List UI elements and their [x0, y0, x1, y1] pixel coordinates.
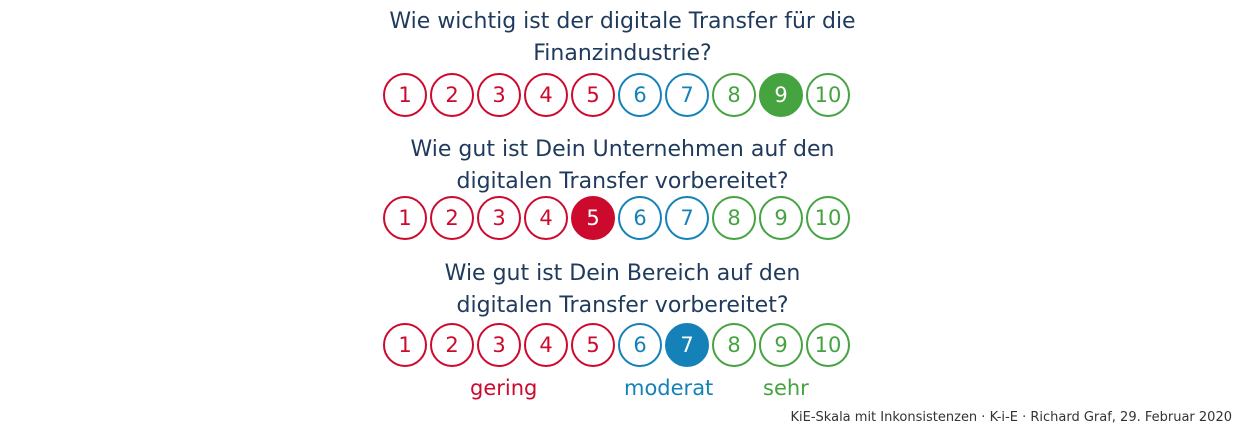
- rating-option-10[interactable]: 10: [806, 196, 850, 240]
- rating-option-6[interactable]: 6: [618, 73, 662, 117]
- question-1-line-2: Finanzindustrie?: [533, 41, 712, 66]
- question-2: Wie gut ist Dein Unternehmen auf den dig…: [0, 134, 1245, 198]
- rating-option-7[interactable]: 7: [665, 73, 709, 117]
- rating-option-9[interactable]: 9: [759, 73, 803, 117]
- rating-option-8[interactable]: 8: [712, 196, 756, 240]
- rating-option-8[interactable]: 8: [712, 323, 756, 367]
- rating-scale-3: 1 2 3 4 5 6 7 8 9 10: [383, 323, 853, 371]
- rating-option-9[interactable]: 9: [759, 323, 803, 367]
- rating-option-4[interactable]: 4: [524, 73, 568, 117]
- rating-option-10[interactable]: 10: [806, 73, 850, 117]
- rating-option-1[interactable]: 1: [383, 323, 427, 367]
- rating-option-5[interactable]: 5: [571, 196, 615, 240]
- rating-option-7[interactable]: 7: [665, 323, 709, 367]
- rating-option-10[interactable]: 10: [806, 323, 850, 367]
- question-3-line-1: Wie gut ist Dein Bereich auf den: [444, 261, 801, 286]
- rating-option-8[interactable]: 8: [712, 73, 756, 117]
- rating-option-3[interactable]: 3: [477, 323, 521, 367]
- legend-mid-label: moderat: [624, 376, 714, 400]
- rating-option-2[interactable]: 2: [430, 196, 474, 240]
- question-3: Wie gut ist Dein Bereich auf den digital…: [0, 258, 1245, 322]
- rating-option-6[interactable]: 6: [618, 323, 662, 367]
- rating-option-5[interactable]: 5: [571, 323, 615, 367]
- rating-option-1[interactable]: 1: [383, 196, 427, 240]
- rating-option-5[interactable]: 5: [571, 73, 615, 117]
- rating-scale-1: 1 2 3 4 5 6 7 8 9 10: [383, 73, 853, 121]
- question-1: Wie wichtig ist der digitale Transfer fü…: [0, 6, 1245, 70]
- rating-option-6[interactable]: 6: [618, 196, 662, 240]
- rating-option-3[interactable]: 3: [477, 196, 521, 240]
- rating-option-3[interactable]: 3: [477, 73, 521, 117]
- question-2-line-2: digitalen Transfer vorbereitet?: [456, 169, 789, 194]
- legend-high-label: sehr: [763, 376, 809, 400]
- rating-option-4[interactable]: 4: [524, 196, 568, 240]
- footer-caption: KiE-Skala mit Inkonsistenzen · K-i-E · R…: [790, 410, 1232, 425]
- question-1-line-1: Wie wichtig ist der digitale Transfer fü…: [389, 9, 856, 34]
- rating-option-7[interactable]: 7: [665, 196, 709, 240]
- question-3-line-2: digitalen Transfer vorbereitet?: [456, 293, 789, 318]
- rating-option-2[interactable]: 2: [430, 323, 474, 367]
- rating-scale-2: 1 2 3 4 5 6 7 8 9 10: [383, 196, 853, 244]
- legend-low-label: gering: [470, 376, 538, 400]
- question-2-line-1: Wie gut ist Dein Unternehmen auf den: [410, 137, 835, 162]
- rating-option-4[interactable]: 4: [524, 323, 568, 367]
- rating-option-9[interactable]: 9: [759, 196, 803, 240]
- rating-option-2[interactable]: 2: [430, 73, 474, 117]
- rating-option-1[interactable]: 1: [383, 73, 427, 117]
